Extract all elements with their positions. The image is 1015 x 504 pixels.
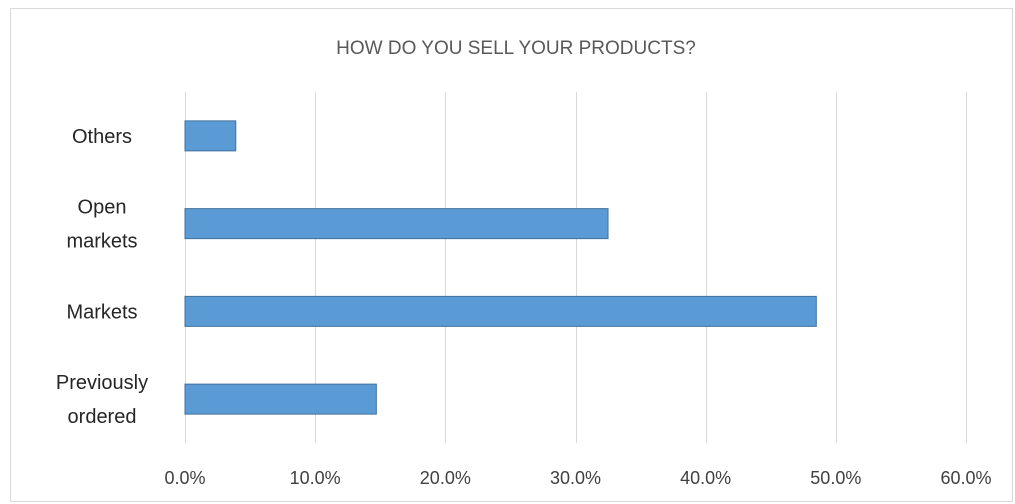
chart-frame: [10, 8, 1013, 502]
bar-others: [184, 120, 237, 152]
bar-markets: [184, 295, 817, 327]
x-tick-label: 50.0%: [810, 468, 861, 488]
bar-previously-ordered: [184, 383, 377, 415]
x-tick-label: 10.0%: [290, 468, 341, 488]
category-label: Others: [72, 126, 132, 148]
x-tick-labels: 0.0% 10.0% 20.0% 30.0% 40.0% 50.0% 60.0%: [164, 468, 991, 488]
bars: [184, 120, 817, 415]
x-tick-label: 30.0%: [550, 468, 601, 488]
category-label: Markets: [66, 301, 137, 323]
category-label: Previously ordered: [56, 372, 148, 428]
x-tick-label: 40.0%: [680, 468, 731, 488]
chart-title: HOW DO YOU SELL YOUR PRODUCTS?: [336, 38, 696, 59]
x-tick-label: 0.0%: [164, 468, 205, 488]
category-label: Open markets: [66, 197, 137, 253]
bar-open-markets: [184, 208, 609, 240]
category-labels: Others Open markets Markets Previously ordere…: [56, 126, 148, 428]
x-tick-label: 20.0%: [420, 468, 471, 488]
x-tick-label: 60.0%: [940, 468, 991, 488]
